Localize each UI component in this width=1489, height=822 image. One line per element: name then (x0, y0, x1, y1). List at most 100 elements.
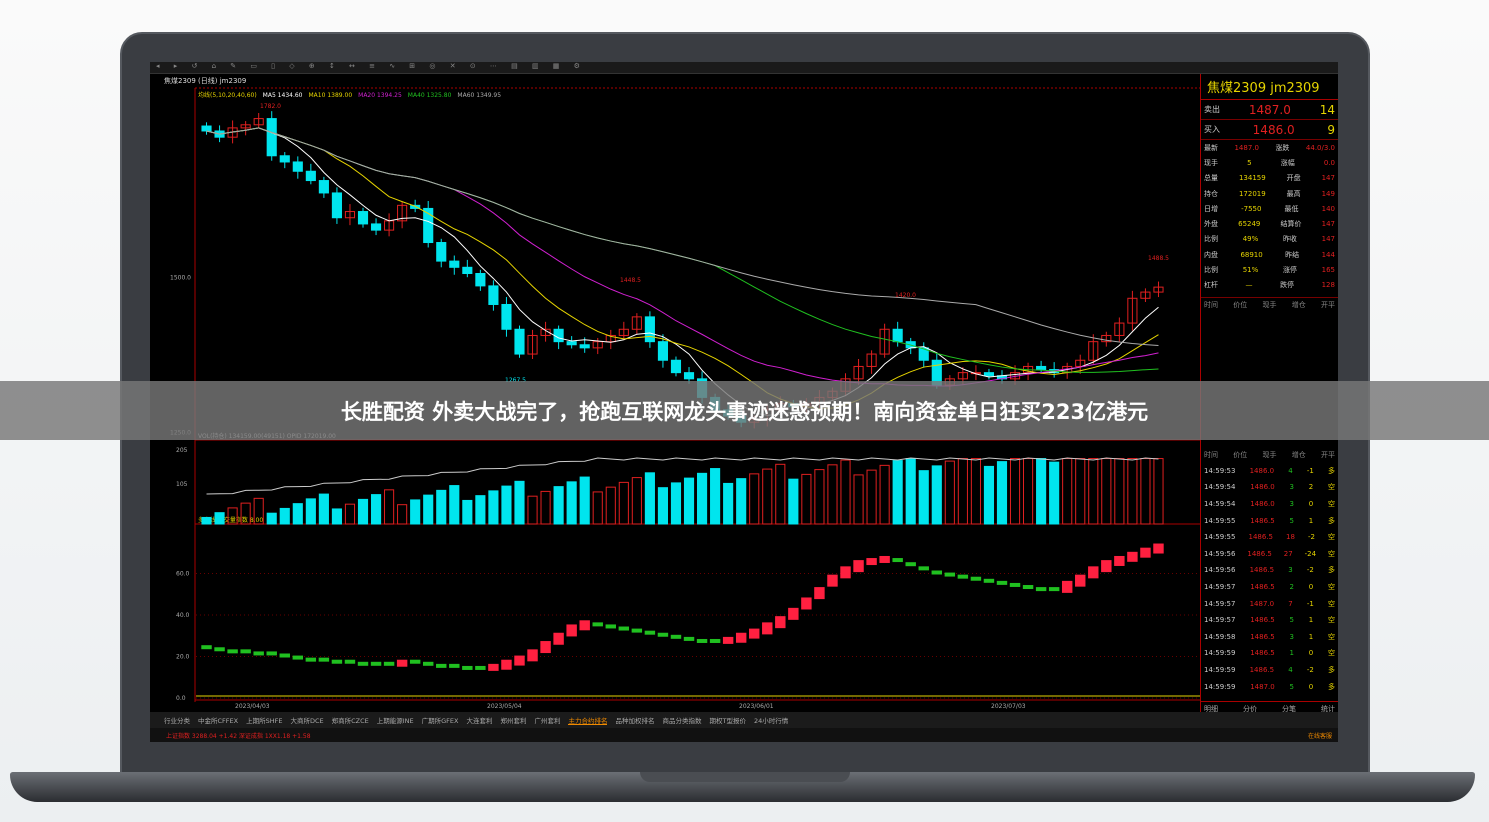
tick-cell: 14:59:57 (1204, 616, 1236, 625)
side-tab[interactable]: 统计 (1321, 705, 1335, 714)
ma-legend: 均线(5,10,20,40,60) MA5 1434.60 MA10 1389.00… (198, 90, 507, 99)
market-tabs[interactable]: 行业分类 中金所CFFEX 上期所SHFE 大商所DCE 郑商所CZCE 上期能源INE 广… (150, 712, 1338, 728)
volume-bar (670, 482, 682, 525)
market-tab[interactable]: 上期能源INE (376, 717, 414, 725)
candle-body (253, 118, 264, 126)
tick-header: 价位 (1233, 450, 1248, 459)
market-tab[interactable]: 郑商所CZCE (331, 717, 369, 725)
volume-bar (605, 486, 616, 525)
tick-cell: 3 (1289, 632, 1294, 641)
volume-bar (527, 495, 538, 525)
indicator-mark (618, 626, 630, 631)
indicator-mark (1101, 560, 1112, 573)
tick-cell: 5 (1289, 682, 1294, 691)
volume-bar (227, 507, 238, 525)
quote-cell: 最高 (1286, 189, 1301, 198)
market-tab[interactable]: 行业分类 (164, 717, 190, 725)
ma40-line (206, 127, 1159, 373)
volume-bar (644, 472, 655, 525)
candle-body (866, 353, 877, 367)
indicator-mark (683, 636, 695, 641)
market-tab[interactable]: 大商所DCE (290, 717, 324, 725)
indicator-mark (1088, 566, 1099, 579)
tick-cell: 14:59:54 (1204, 500, 1236, 509)
indicator-mark (866, 558, 877, 566)
side-tab[interactable]: 分价 (1243, 705, 1257, 714)
volume-bar (1009, 458, 1021, 525)
volume-bar (892, 460, 903, 525)
volume-bar (514, 480, 525, 525)
volume-tick: 105 (176, 481, 188, 488)
tick-cell: 14:59:59 (1204, 682, 1236, 691)
indicator-mark (579, 620, 590, 631)
indicator-mark (1114, 555, 1125, 566)
ask-row: 卖出 1487.0 14 (1201, 100, 1338, 120)
ma10-line (206, 127, 1159, 410)
indicator-mark (905, 562, 916, 567)
price-annotation: 1448.5 (620, 277, 641, 284)
headline-text: 长胜配资 外卖大战完了，抢跑互联网龙头事迹迷惑预期！南向资金单日狂买223亿港元 (340, 399, 1149, 424)
market-tab[interactable]: 广期所GFEX (421, 717, 459, 725)
market-tab[interactable]: 商品分类指数 (662, 717, 702, 725)
market-tab[interactable]: 上期所SHFE (246, 717, 283, 725)
indicator-mark (253, 651, 264, 656)
indicator-mark (1048, 587, 1060, 592)
market-tab[interactable]: 郑州套利 (500, 717, 527, 725)
headline-banner: 长胜配资 外卖大战完了，抢跑互联网龙头事迹迷惑预期！南向资金单日狂买223亿港元 (0, 381, 1489, 440)
volume-bar (1023, 458, 1034, 525)
quote-cell: 165 (1321, 266, 1335, 275)
tick-header: 价位 (1233, 301, 1248, 310)
tick-cell: 4 (1288, 466, 1293, 475)
market-tab[interactable]: 中金所CFFEX (198, 717, 239, 725)
candle-body (1140, 291, 1151, 299)
tick-cell: 14:59:57 (1204, 583, 1236, 592)
tick-row: 14:59:55 1486.5 18 -2 空 (1201, 529, 1338, 546)
tick-header: 现手 (1262, 301, 1277, 310)
quote-cell: 128 (1321, 281, 1335, 290)
volume-bar (683, 477, 695, 525)
volume-bar (944, 460, 955, 525)
indicator-mark (1022, 585, 1034, 590)
volume-bar (1127, 458, 1138, 525)
indicator-label: 多空线 成交量指数 8.00 (198, 516, 263, 524)
volume-bar (1062, 458, 1073, 525)
indicator-mark (735, 632, 747, 643)
indicator-mark (305, 657, 317, 662)
indicator-mark (227, 649, 238, 654)
volume-bar (566, 481, 577, 525)
ma-legend-item: MA5 1434.60 (262, 92, 303, 99)
tick-cell: 空 (1327, 583, 1335, 592)
candle-body (488, 285, 499, 305)
volume-bar (240, 502, 251, 525)
laptop-notch (640, 772, 850, 782)
volume-bar (801, 473, 812, 525)
volume-bar (775, 463, 786, 525)
market-tab[interactable]: 大连套利 (466, 717, 493, 725)
market-tab[interactable]: 品种加权排名 (615, 717, 655, 725)
support-link[interactable]: 在线客服 (1307, 733, 1332, 740)
market-tab[interactable]: 广州套利 (534, 717, 561, 725)
market-tab[interactable]: 主力合约排名 (568, 717, 608, 725)
indicator-mark (396, 659, 408, 667)
toolbar[interactable]: ◂ ▸ ↺ ⌂ ✎ ▭ ▯ ◇ ⊕ ↕ ↔ ≡ ∿ ⊞ ◎ ✕ ⊙ ⋯ ▤ ▥ … (150, 62, 1338, 74)
volume-bar (631, 477, 642, 525)
tick-cell: 1486.5 (1248, 533, 1273, 542)
kline-chart[interactable]: 1500.01250.0VOL(持仓) 134159.00(49151) OPI… (150, 62, 1200, 712)
candle-body (436, 242, 447, 262)
side-tab[interactable]: 分笔 (1282, 705, 1296, 714)
quote-row: 最新 1487.0 涨跌 44.0/3.0 (1201, 140, 1338, 155)
side-tab[interactable]: 明细 (1204, 705, 1218, 714)
market-tab[interactable]: 24小时行情 (753, 717, 789, 725)
tick-cell: 1486.5 (1249, 566, 1275, 575)
quote-cell: 跌停 (1280, 281, 1295, 290)
tick-header: 增仓 (1291, 301, 1306, 310)
candle-body (266, 118, 277, 157)
tick-cell: 空 (1327, 483, 1335, 492)
tick-cell: 14:59:56 (1204, 566, 1236, 575)
indicator-mark (657, 632, 669, 637)
tick-cell: 1 (1289, 649, 1294, 658)
tick-cell: -1 (1306, 466, 1314, 475)
volume-bar (305, 498, 316, 525)
tick-cell: -2 (1306, 566, 1314, 575)
market-tab[interactable]: 期权T型报价 (709, 717, 746, 725)
